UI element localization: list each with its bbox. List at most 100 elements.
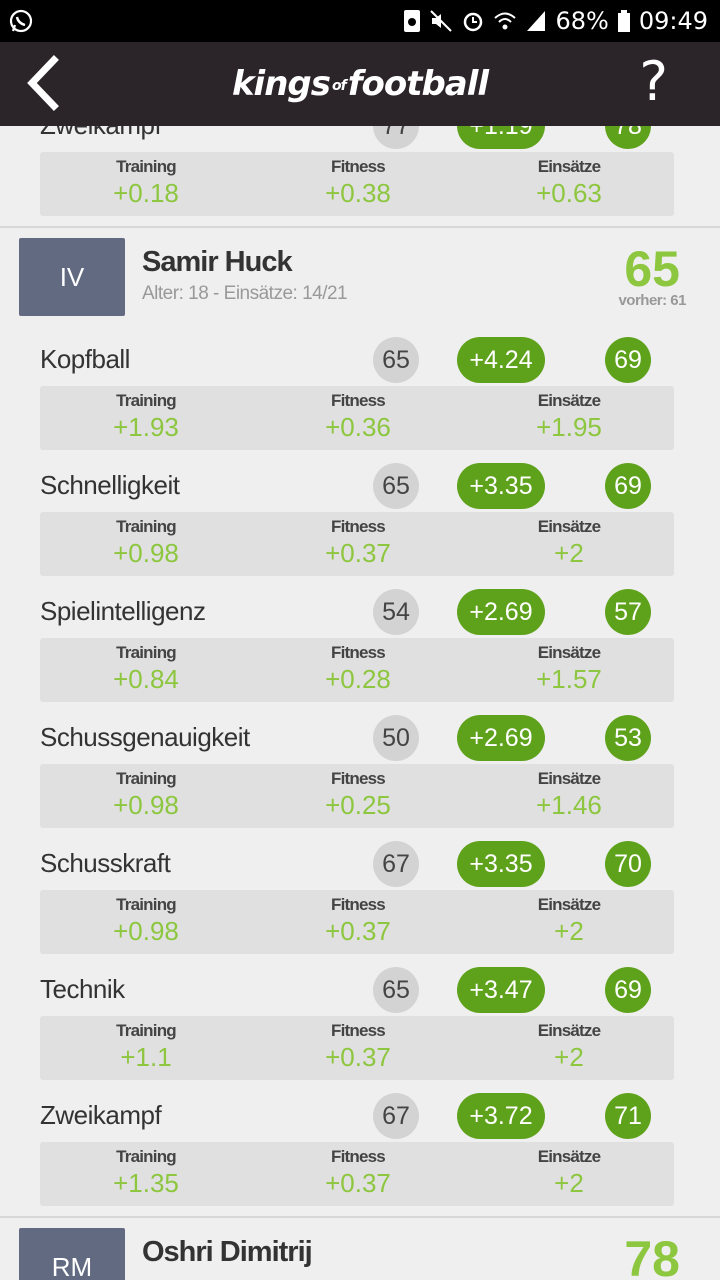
fitness-value: +0.25 (325, 790, 391, 820)
stat-row: Schnelligkeit 65 +3.35 69 (0, 460, 720, 512)
app-bar: kings offootball ? (0, 42, 720, 126)
stat-delta: +2.69 (457, 589, 545, 635)
stat-breakdown: Training +0.98 Fitness +0.25 Einsätze +1.46 (40, 764, 674, 828)
stat-old-value: 65 (373, 337, 419, 383)
training-value: +0.84 (113, 664, 179, 694)
stat-row: Zweikampf 67 +3.72 71 (0, 1090, 720, 1142)
fitness-value: +0.37 (325, 1042, 391, 1072)
stat-delta: +3.72 (457, 1093, 545, 1139)
fitness-label: Fitness (331, 769, 386, 788)
player-card-header[interactable]: IV Samir Huck Alter: 18 - Einsätze: 14/2… (0, 226, 720, 334)
stat-new-value: 69 (605, 337, 651, 383)
training-value: +0.98 (113, 538, 179, 568)
games-value: +1.95 (536, 412, 602, 442)
wifi-icon (494, 12, 517, 30)
games-label: Einsätze (537, 1147, 601, 1166)
games-label: Einsätze (537, 157, 601, 176)
training-value: +0.18 (113, 178, 179, 208)
fitness-value: +0.37 (325, 916, 391, 946)
stat-breakdown: Training +0.84 Fitness +0.28 Einsätze +1.57 (40, 638, 674, 702)
player-previous-rating: vorher: 61 (618, 292, 686, 309)
stat-delta: +3.47 (457, 967, 545, 1013)
training-label: Training (116, 895, 177, 914)
help-button[interactable]: ? (639, 50, 668, 113)
training-label: Training (116, 1147, 177, 1166)
games-label: Einsätze (537, 1021, 601, 1040)
games-value: +2 (554, 538, 584, 568)
player-name: Oshri Dimitrij (142, 1236, 313, 1268)
stat-name: Technik (40, 974, 125, 1004)
stat-block: Schusskraft 67 +3.35 70 Training +0.98 Fitness… (0, 838, 720, 954)
stat-row: Zweikampf 77 +1.19 78 (0, 126, 720, 152)
player-name: Samir Huck (142, 246, 293, 278)
fitness-label: Fitness (331, 517, 386, 536)
position-badge: RM (19, 1228, 125, 1280)
stat-old-value: 77 (373, 126, 419, 149)
stat-new-value: 69 (605, 463, 651, 509)
alarm-icon (464, 12, 483, 32)
stat-name: Kopfball (40, 344, 130, 374)
games-label: Einsätze (537, 517, 601, 536)
fitness-label: Fitness (331, 391, 386, 410)
stat-old-value: 67 (373, 841, 419, 887)
games-label: Einsätze (537, 769, 601, 788)
training-value: +0.98 (113, 790, 179, 820)
player-stats: Kopfball 65 +4.24 69 Training +1.93 Fitness +0.… (0, 334, 720, 1206)
battery-icon (617, 10, 630, 32)
stat-name: Zweikampf (40, 126, 162, 141)
games-value: +0.63 (536, 178, 602, 208)
stat-old-value: 65 (373, 967, 419, 1013)
player-meta: Alter: 18 - Einsätze: 14/21 (142, 283, 348, 304)
stat-new-value: 53 (605, 715, 651, 761)
fitness-value: +0.28 (325, 664, 391, 694)
training-value: +0.98 (113, 916, 179, 946)
training-label: Training (116, 391, 177, 410)
games-value: +1.46 (536, 790, 602, 820)
stat-delta: +4.24 (457, 337, 545, 383)
stat-name: Schnelligkeit (40, 470, 180, 500)
stat-block: Schussgenauigkeit 50 +2.69 53 Training +0.98 F… (0, 712, 720, 828)
fitness-label: Fitness (331, 643, 386, 662)
fitness-value: +0.38 (325, 178, 391, 208)
player-card-header[interactable]: RM Oshri Dimitrij 78 (0, 1216, 720, 1280)
fitness-label: Fitness (331, 895, 386, 914)
player-list[interactable]: Zweikampf 77 +1.19 78 Training +0.18 Fitn… (0, 126, 720, 1280)
signal-icon (527, 11, 546, 31)
stat-block: Technik 65 +3.47 69 Training +1.1 Fitness +0.37… (0, 964, 720, 1080)
battery-percent: 68% (555, 7, 609, 35)
stat-new-value: 70 (605, 841, 651, 887)
recycle-icon (404, 10, 421, 32)
fitness-label: Fitness (331, 157, 386, 176)
stat-block: Schnelligkeit 65 +3.35 69 Training +0.98 Fitne… (0, 460, 720, 576)
stat-block: Kopfball 65 +4.24 69 Training +1.93 Fitness +0.… (0, 334, 720, 450)
games-label: Einsätze (537, 895, 601, 914)
stat-delta: +2.69 (457, 715, 545, 761)
stat-breakdown: Training +0.98 Fitness +0.37 Einsätze +2 (40, 512, 674, 576)
stat-old-value: 65 (373, 463, 419, 509)
stat-row: Spielintelligenz 54 +2.69 57 (0, 586, 720, 638)
stat-name: Zweikampf (40, 1100, 162, 1130)
stat-name: Spielintelligenz (40, 596, 206, 626)
stat-block: Zweikampf 67 +3.72 71 Training +1.35 Fitness +0… (0, 1090, 720, 1206)
app-logo: kings offootball (231, 64, 489, 104)
stat-row: Schussgenauigkeit 50 +2.69 53 (0, 712, 720, 764)
stat-name: Schusskraft (40, 848, 171, 878)
stat-delta: +3.35 (457, 463, 545, 509)
stat-delta: +3.35 (457, 841, 545, 887)
fitness-label: Fitness (331, 1147, 386, 1166)
fitness-label: Fitness (331, 1021, 386, 1040)
back-arrow-icon[interactable] (22, 54, 62, 112)
games-label: Einsätze (537, 643, 601, 662)
stat-breakdown: Training +1.35 Fitness +0.37 Einsätze +2 (40, 1142, 674, 1206)
training-label: Training (116, 157, 177, 176)
games-value: +2 (554, 916, 584, 946)
games-value: +1.57 (536, 664, 602, 694)
stat-name: Schussgenauigkeit (40, 722, 250, 752)
stat-old-value: 67 (373, 1093, 419, 1139)
clock: 09:49 (638, 7, 708, 35)
stat-breakdown: Training +1.93 Fitness +0.36 Einsätze +1.95 (40, 386, 674, 450)
player-rating: 65 (624, 241, 680, 297)
player-rating: 78 (624, 1231, 680, 1280)
position-badge: IV (19, 238, 125, 316)
training-label: Training (116, 1021, 177, 1040)
